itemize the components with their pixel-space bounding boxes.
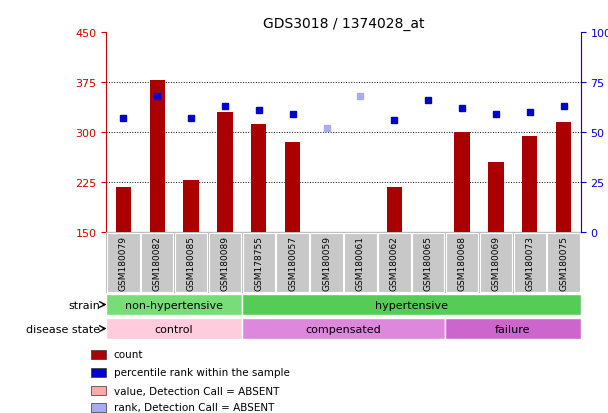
Bar [175,233,207,292]
Bar [547,233,580,292]
Bar [556,123,572,233]
Bar [106,318,242,339]
Bar [310,233,343,292]
Text: GSM180065: GSM180065 [424,236,433,291]
Text: GSM180069: GSM180069 [491,236,500,291]
Bar [107,233,140,292]
Bar [445,318,581,339]
Bar [277,233,309,292]
Bar [412,233,444,292]
Text: failure: failure [495,324,531,334]
Text: non-hypertensive: non-hypertensive [125,300,223,310]
Text: GSM180075: GSM180075 [559,236,568,291]
Bar [91,386,106,395]
Text: GSM180089: GSM180089 [221,236,229,291]
Bar [242,294,581,316]
Bar [344,233,377,292]
Text: value, Detection Call = ABSENT: value, Detection Call = ABSENT [114,386,279,396]
Title: GDS3018 / 1374028_at: GDS3018 / 1374028_at [263,17,424,31]
Text: control: control [155,324,193,334]
Text: GSM180085: GSM180085 [187,236,196,291]
Bar [243,233,275,292]
Bar [217,113,233,233]
Text: percentile rank within the sample: percentile rank within the sample [114,368,290,377]
Bar [378,233,410,292]
Text: GSM180082: GSM180082 [153,236,162,291]
Bar [91,350,106,359]
Text: GSM180062: GSM180062 [390,236,399,291]
Text: GSM180057: GSM180057 [288,236,297,291]
Bar [184,181,199,233]
Text: rank, Detection Call = ABSENT: rank, Detection Call = ABSENT [114,402,274,412]
Bar [446,233,478,292]
Text: GSM180073: GSM180073 [525,236,534,291]
Bar [91,403,106,411]
Bar [209,233,241,292]
Bar [480,233,512,292]
Text: GSM180068: GSM180068 [458,236,466,291]
Bar [522,136,537,233]
Text: count: count [114,349,143,359]
Bar [106,294,242,316]
Bar [454,133,470,233]
Text: hypertensive: hypertensive [375,300,447,310]
Bar [91,368,106,377]
Bar [251,125,266,233]
Bar [242,318,445,339]
Text: GSM180059: GSM180059 [322,236,331,291]
Text: disease state: disease state [26,324,100,334]
Text: compensated: compensated [306,324,381,334]
Bar [387,188,402,233]
Bar [514,233,546,292]
Bar [116,188,131,233]
Bar [488,163,503,233]
Text: GSM180061: GSM180061 [356,236,365,291]
Bar [141,233,173,292]
Text: strain: strain [69,300,100,310]
Text: GSM180079: GSM180079 [119,236,128,291]
Bar [150,81,165,233]
Bar [285,143,300,233]
Text: GSM178755: GSM178755 [254,236,263,291]
